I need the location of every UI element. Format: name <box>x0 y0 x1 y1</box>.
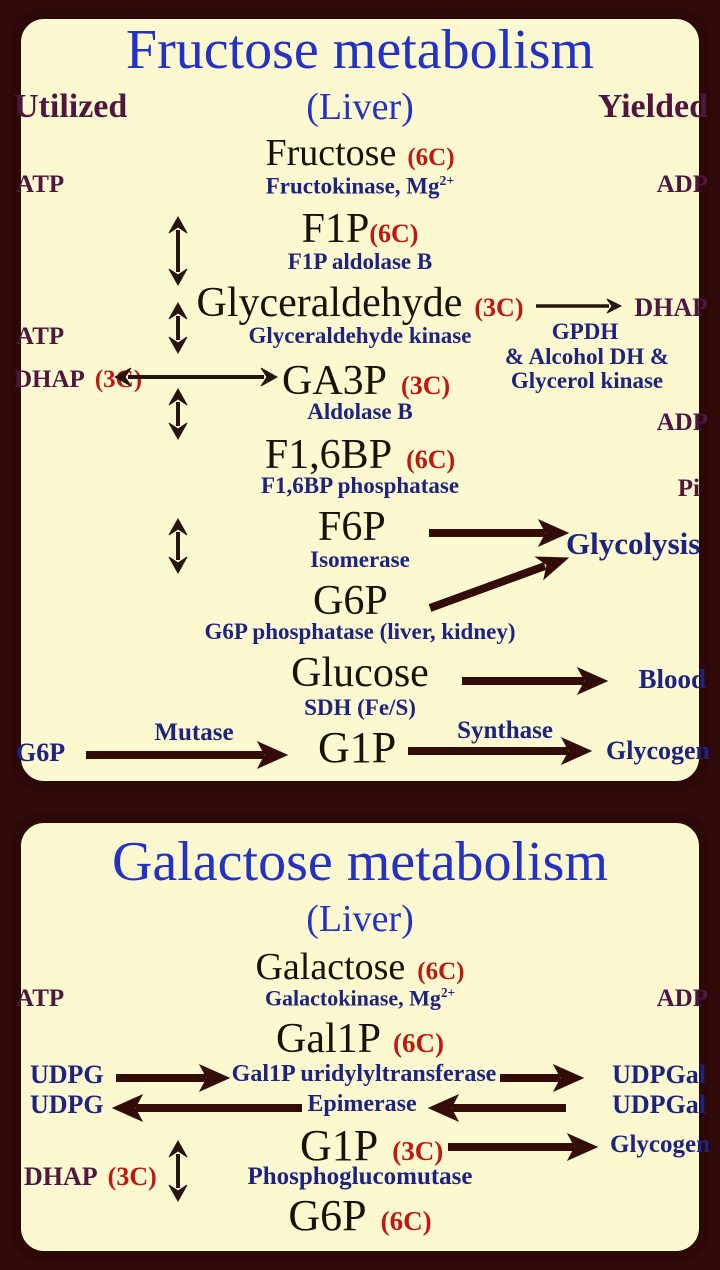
f1p-carbons: (6C) <box>369 219 419 248</box>
ga3p-name: GA3P <box>282 358 388 404</box>
thick-arrow-icon <box>86 740 288 770</box>
metabolite-galactose: Galactose (6C) <box>10 948 710 986</box>
metabolite-dhap-2: DHAP (3C) <box>24 1164 157 1190</box>
metabolite-g6p: G6P <box>313 578 388 624</box>
enzyme-epimerase: Epimerase <box>307 1091 417 1117</box>
gal1p-name: Gal1P <box>276 1016 381 1062</box>
utilized-header: Utilized <box>14 88 128 125</box>
yielded-header: Yielded <box>597 88 708 125</box>
reaction-arrow-icon <box>536 298 622 314</box>
thick-arrow-icon <box>462 666 608 696</box>
metabolite-fructose: Fructose (6C) <box>10 134 710 172</box>
enzyme-mutase: Mutase <box>154 719 234 746</box>
g1p-name: G1P <box>300 1121 379 1170</box>
enzyme-galactokinase: Galactokinase, Mg2+ <box>10 986 710 1009</box>
thick-arrow-icon <box>116 1063 230 1093</box>
thick-arrow-left-icon <box>428 1093 566 1123</box>
product-dhap-right: DHAP <box>634 293 708 322</box>
cofactor-pi: Pi <box>677 475 700 502</box>
enzyme-synthase: Synthase <box>457 717 553 744</box>
equilibrium-arrow-icon <box>168 216 188 286</box>
f1p-name: F1P <box>301 206 370 252</box>
enzyme-glycerol-kinase: Glycerol kinase <box>510 368 664 393</box>
product-udpgal-1: UDPGal <box>612 1060 706 1089</box>
g6p-carbons: (6C) <box>380 1206 432 1236</box>
galactose-panel <box>10 812 710 1262</box>
metabolite-f16bp: F1,6BP (6C) <box>10 434 710 476</box>
enzyme-uridylyltransferase: Gal1P uridylyltransferase <box>231 1061 497 1087</box>
fructose-carbons: (6C) <box>407 144 455 171</box>
substrate-g6p-left: G6P <box>16 738 66 767</box>
product-blood: Blood <box>638 664 706 694</box>
metabolite-g1p-2: G1P (3C) <box>300 1124 443 1168</box>
metabolite-gal1p: Gal1P (6C) <box>10 1018 710 1060</box>
product-glycogen-2: Glycogen <box>610 1131 710 1158</box>
cofactor-atp-1: ATP <box>16 171 65 198</box>
enzyme-f1p-aldolase: F1P aldolase B <box>287 249 433 274</box>
substrate-udpg-1: UDPG <box>30 1060 104 1089</box>
metabolite-g1p: G1P <box>318 723 397 772</box>
enzyme-phosphoglucomutase: Phosphoglucomutase <box>247 1163 473 1190</box>
equilibrium-arrow-icon <box>168 518 188 574</box>
fructose-title: Fructose metabolism <box>125 19 595 81</box>
equilibrium-arrow-icon <box>168 302 188 354</box>
dhap-name: DHAP <box>24 1162 98 1191</box>
g1p-carbons: (3C) <box>392 1136 444 1166</box>
mg-superscript: 2+ <box>440 985 456 1000</box>
cofactor-adp-1: ADP <box>656 171 708 198</box>
fructose-subtitle-liver: (Liver) <box>306 86 414 128</box>
cofactor-adp: ADP <box>656 985 708 1012</box>
substrate-udpgal-2: UDPGal <box>612 1090 706 1119</box>
pathway-glycolysis: Glycolysis <box>566 526 701 561</box>
metabolite-g6p-2: G6P (6C) <box>10 1194 710 1238</box>
galactose-name: Galactose <box>255 946 406 988</box>
galactose-subtitle-liver: (Liver) <box>306 898 414 940</box>
thick-arrow-icon <box>428 556 570 612</box>
enzyme-glyceraldehyde-kinase: Glyceraldehyde kinase <box>248 323 472 348</box>
galactose-carbons: (6C) <box>417 958 465 985</box>
glyceraldehyde-carbons: (3C) <box>474 293 524 322</box>
gal1p-carbons: (6C) <box>393 1028 444 1058</box>
galactose-title: Galactose metabolism <box>111 831 609 893</box>
enzyme-aldolase-b: Aldolase B <box>307 399 413 424</box>
metabolite-f1p: F1P(6C) <box>10 208 710 250</box>
metabolite-glyceraldehyde: Glyceraldehyde (3C) <box>10 282 710 324</box>
mg-superscript: 2+ <box>439 173 455 188</box>
glyceraldehyde-name: Glyceraldehyde <box>196 280 463 326</box>
cofactor-atp: ATP <box>16 985 65 1012</box>
dhap-carbons: (3C) <box>107 1162 157 1191</box>
ga3p-carbons: (3C) <box>401 371 451 400</box>
product-glycogen-1: Glycogen <box>606 736 710 765</box>
equilibrium-arrow-icon <box>168 1140 188 1202</box>
thick-arrow-left-icon <box>112 1093 302 1123</box>
double-arrow-icon <box>114 367 278 387</box>
fructokinase-label: Fructokinase, Mg <box>265 173 440 199</box>
metabolite-ga3p: GA3P (3C) <box>282 360 450 402</box>
enzyme-alcohol-dh: & Alcohol DH & <box>504 344 670 369</box>
galactokinase-label: Galactokinase, Mg <box>264 985 441 1011</box>
enzyme-g6p-phosphatase: G6P phosphatase (liver, kidney) <box>204 619 516 644</box>
thick-arrow-icon <box>408 736 592 766</box>
enzyme-fructokinase: Fructokinase, Mg2+ <box>10 174 710 198</box>
fructose-panel <box>10 8 710 792</box>
cofactor-adp-2: ADP <box>656 409 708 436</box>
thick-arrow-icon <box>429 518 569 548</box>
fructose-name: Fructose <box>265 132 397 174</box>
product-udpg-2: UDPG <box>30 1090 104 1119</box>
metabolite-f6p: F6P <box>318 504 386 550</box>
thick-arrow-icon <box>500 1063 584 1093</box>
cofactor-atp-2: ATP <box>16 323 65 350</box>
f16bp-carbons: (6C) <box>406 445 456 474</box>
enzyme-sdh: SDH (Fe/S) <box>304 695 416 720</box>
enzyme-gpdh: GPDH <box>551 319 619 344</box>
f16bp-name: F1,6BP <box>264 432 393 478</box>
dhap-left-name: DHAP <box>14 366 85 393</box>
metabolite-glucose: Glucose <box>291 650 429 696</box>
g6p-name: G6P <box>288 1191 367 1240</box>
enzyme-f16bp-phosphatase: F1,6BP phosphatase <box>260 473 460 498</box>
enzyme-isomerase: Isomerase <box>310 547 410 572</box>
equilibrium-arrow-icon <box>168 388 188 440</box>
thick-arrow-icon <box>448 1132 598 1162</box>
